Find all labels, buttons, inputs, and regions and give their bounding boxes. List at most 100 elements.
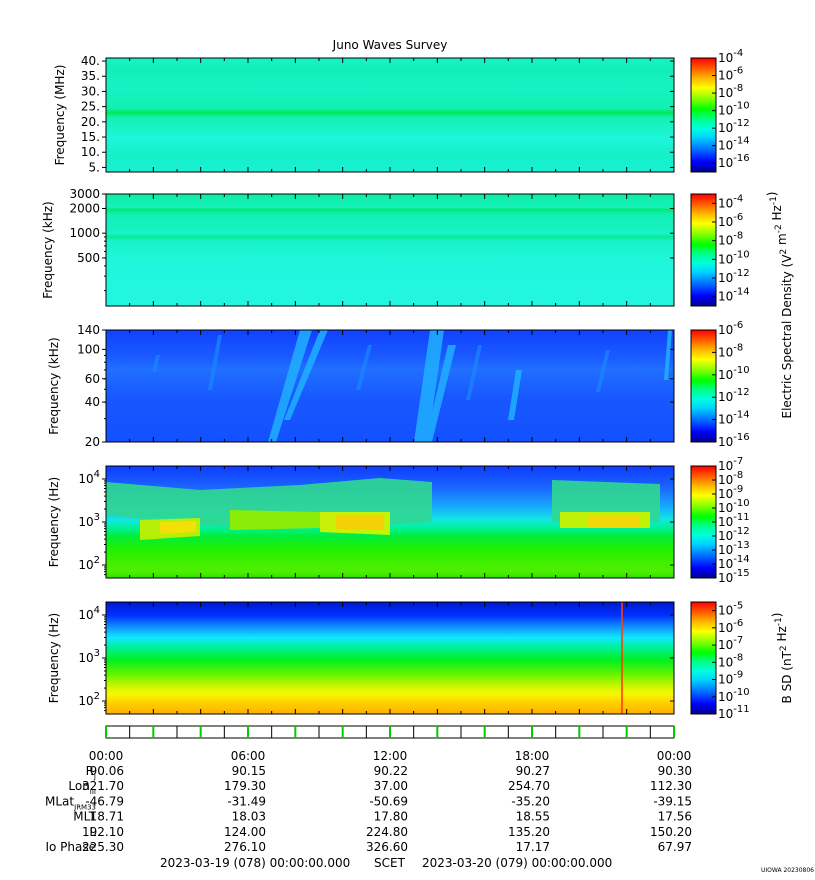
colorbar-tick-label: 10-8	[718, 231, 743, 248]
y-axis-label: Frequency (kHz)	[47, 337, 61, 434]
time-tick-label: 00:00	[89, 749, 124, 763]
spectrogram-hfr-high	[106, 58, 674, 172]
colorbar-tick-label: 10-5	[718, 601, 743, 618]
colorbar-ticks: 10-6 10-8 10-10 10-12 10-14 10-16	[712, 320, 750, 449]
emission-streak	[268, 330, 312, 442]
panel-hfr-high: 5.10.15.20.25.30.35.40. Frequency (MHz) …	[53, 48, 750, 174]
event-strip	[105, 725, 675, 739]
figure-title: Juno Waves Survey	[332, 38, 448, 52]
y-axis-ticks: 102 103 104	[78, 469, 674, 576]
colorbar-tick-label: 10-12	[718, 526, 750, 543]
emission-streak	[466, 345, 482, 400]
ephemeris-value: 150.20	[650, 825, 692, 839]
ephemeris-value: 90.22	[374, 764, 408, 778]
colorbar-tick-label: 10-14	[718, 287, 750, 304]
y-tick-label: 40	[85, 395, 100, 409]
colorbar-tick-label: 10-4	[718, 48, 743, 65]
emission-blob	[160, 521, 196, 534]
colorbar-tick-label: 10-10	[718, 101, 750, 118]
time-tick-label: 00:00	[657, 749, 692, 763]
colorbar	[690, 329, 717, 443]
y-tick-label: 103	[78, 512, 100, 529]
colorbar	[690, 465, 717, 579]
colorbar-ticks: 10-710-810-910-1010-1110-1210-1310-1410-…	[712, 456, 750, 585]
ephemeris-value: 124.00	[224, 825, 266, 839]
footer-end-time: 2023-03-20 (079) 00:00:00.000	[422, 856, 612, 870]
colorbar-tick-label: 10-8	[718, 470, 743, 487]
ephemeris-value: 224.80	[366, 825, 408, 839]
colorbar-tick-label: 10-15	[718, 568, 750, 585]
colorbar-tick-label: 10-7	[718, 635, 743, 652]
y-tick-label: 20.	[81, 115, 100, 129]
y-axis-ticks: 5.10.15.20.25. 30.35.40.	[81, 54, 674, 174]
ephemeris-value: 326.60	[366, 840, 408, 854]
colorbar-tick-label: 10-14	[718, 410, 750, 427]
event-ticks	[105, 726, 675, 738]
colorbar	[690, 601, 717, 715]
y-tick-label: 102	[78, 691, 100, 708]
footer-scet: SCET	[374, 856, 406, 870]
emission-streak	[284, 330, 328, 420]
colorbar-tick-label: 10-12	[718, 387, 750, 404]
ephemeris-row-label: L	[89, 825, 96, 839]
colorbar-ticks: 10-4 10-6 10-810-10 10-12 10-14	[712, 193, 750, 304]
ephemeris-value: 90.30	[658, 764, 692, 778]
y-axis-ticks: 20 40 60 100 140	[77, 323, 674, 449]
credit: UIOWA 20230806	[761, 867, 814, 874]
ephemeris-value: 112.30	[650, 779, 692, 793]
y-tick-label: 2000	[69, 201, 100, 215]
x-axis-ticks	[105, 466, 675, 578]
spectrogram-lfr-high	[106, 330, 674, 442]
emission-streak	[664, 330, 672, 380]
ephemeris-value: 192.10	[82, 825, 124, 839]
ephemeris-value: 17.17	[516, 840, 550, 854]
colorbar-label: B SD (nT2 Hz-1)	[770, 613, 794, 704]
colorbar-tick-label: 10-8	[718, 342, 743, 359]
y-tick-label: 5.	[89, 160, 100, 174]
colorbar-tick-label: 10-14	[718, 136, 750, 153]
emission-streak	[425, 345, 456, 442]
emission-streak	[508, 370, 522, 420]
colorbar-tick-label: 10-12	[718, 268, 750, 285]
spectrogram-magnetic	[106, 602, 674, 714]
ephemeris-value: 179.30	[224, 779, 266, 793]
colorbar-tick-label: 10-13	[718, 540, 750, 557]
ephemeris-value: 135.20	[508, 825, 550, 839]
ephemeris-value: 321.70	[82, 779, 124, 793]
y-tick-label: 30.	[81, 84, 100, 98]
y-tick-label: 140	[77, 323, 100, 337]
y-tick-label: 102	[78, 555, 100, 572]
y-tick-label: 10.	[81, 145, 100, 159]
y-tick-label: 20	[85, 435, 100, 449]
footer-start-time: 2023-03-19 (078) 00:00:00.000	[160, 856, 350, 870]
ephemeris-value: -35.20	[511, 794, 550, 808]
ephemeris-value: -46.79	[85, 794, 124, 808]
radio-emission-streaks	[268, 330, 672, 442]
colorbar-tick-label: 10-6	[718, 212, 743, 229]
time-axis-labels: 00:00 06:00 12:00 18:00 00:00	[89, 749, 692, 763]
ephemeris-value: 90.27	[516, 764, 550, 778]
ephemeris-value: 67.97	[658, 840, 692, 854]
ephemeris-value: 90.06	[90, 764, 124, 778]
ephemeris-value: 17.80	[374, 810, 408, 824]
colorbar-tick-label: 10-11	[718, 512, 750, 529]
ephemeris-value: 37.00	[374, 779, 408, 793]
colorbar-tick-label: 10-6	[718, 618, 743, 635]
spectrogram-hfr-low	[106, 194, 674, 306]
interference-line	[621, 602, 623, 714]
colorbar-tick-label: 10-7	[718, 456, 743, 473]
ephemeris-value: -50.69	[369, 794, 408, 808]
emission-blob	[230, 510, 320, 530]
y-axis-label: Frequency (Hz)	[47, 477, 61, 568]
y-tick-label: 15.	[81, 130, 100, 144]
ephemeris-value: -39.15	[653, 794, 692, 808]
x-axis-ticks	[105, 194, 675, 306]
faint-streaks	[152, 335, 610, 400]
